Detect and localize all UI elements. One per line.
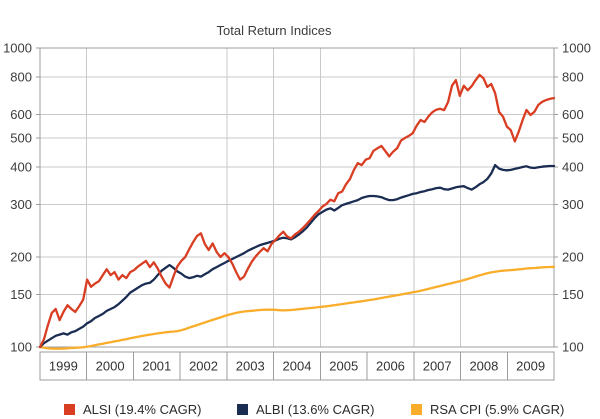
x-axis-year-label-2008: 2008 [469,359,498,374]
y-axis-label-right-1000: 1000 [562,41,591,56]
x-axis-year-label-2005: 2005 [329,359,358,374]
x-axis-year-label-2000: 2000 [96,359,125,374]
y-axis-label-left-800: 800 [10,69,32,84]
y-axis-label-right-800: 800 [562,69,584,84]
y-axis-label-right-100: 100 [562,340,584,355]
y-axis-label-left-1000: 1000 [3,41,32,56]
series-line-albi [38,163,556,349]
chart-legend: ALSI (19.4% CAGR) ALBI (13.6% CAGR) RSA … [0,400,600,418]
y-axis-label-left-600: 600 [10,107,32,122]
y-axis-label-right-200: 200 [562,249,584,264]
y-axis-label-left-150: 150 [10,287,32,302]
legend-item-rsa-cpi: RSA CPI (5.9% CAGR) [411,400,564,418]
y-axis-label-right-150: 150 [562,287,584,302]
legend-item-albi: ALBI (13.6% CAGR) [237,400,375,418]
year-row-border [39,351,555,381]
x-axis-year-label-2004: 2004 [283,359,312,374]
series-line-alsi [38,73,556,349]
y-axis-label-right-500: 500 [562,131,584,146]
y-axis-label-right-600: 600 [562,107,584,122]
rsa-cpi-legend-swatch [411,403,422,415]
x-axis-year-label-1999: 1999 [49,359,78,374]
plot-border [39,47,555,348]
y-axis-label-right-400: 400 [562,159,584,174]
x-axis-year-label-2007: 2007 [423,359,452,374]
alsi-legend-swatch [64,403,75,415]
y-axis-label-left-200: 200 [10,249,32,264]
albi-legend-label: ALBI (13.6% CAGR) [256,401,375,417]
x-axis-year-label-2002: 2002 [189,359,218,374]
y-axis-label-left-300: 300 [10,197,32,212]
x-axis-year-label-2009: 2009 [516,359,545,374]
series-line-rsa [38,265,556,350]
x-axis-year-label-2003: 2003 [236,359,265,374]
chart-title: Total Return Indices [216,23,332,38]
alsi-legend-label: ALSI (19.4% CAGR) [83,401,202,417]
y-axis-label-left-100: 100 [10,340,32,355]
albi-legend-swatch [237,403,248,415]
legend-item-alsi: ALSI (19.4% CAGR) [64,400,202,418]
y-axis-label-left-500: 500 [10,131,32,146]
y-axis-label-left-400: 400 [10,159,32,174]
rsa-cpi-legend-label: RSA CPI (5.9% CAGR) [430,401,565,417]
y-axis-label-right-300: 300 [562,197,584,212]
x-axis-year-label-2001: 2001 [142,359,171,374]
x-axis-year-label-2006: 2006 [376,359,405,374]
